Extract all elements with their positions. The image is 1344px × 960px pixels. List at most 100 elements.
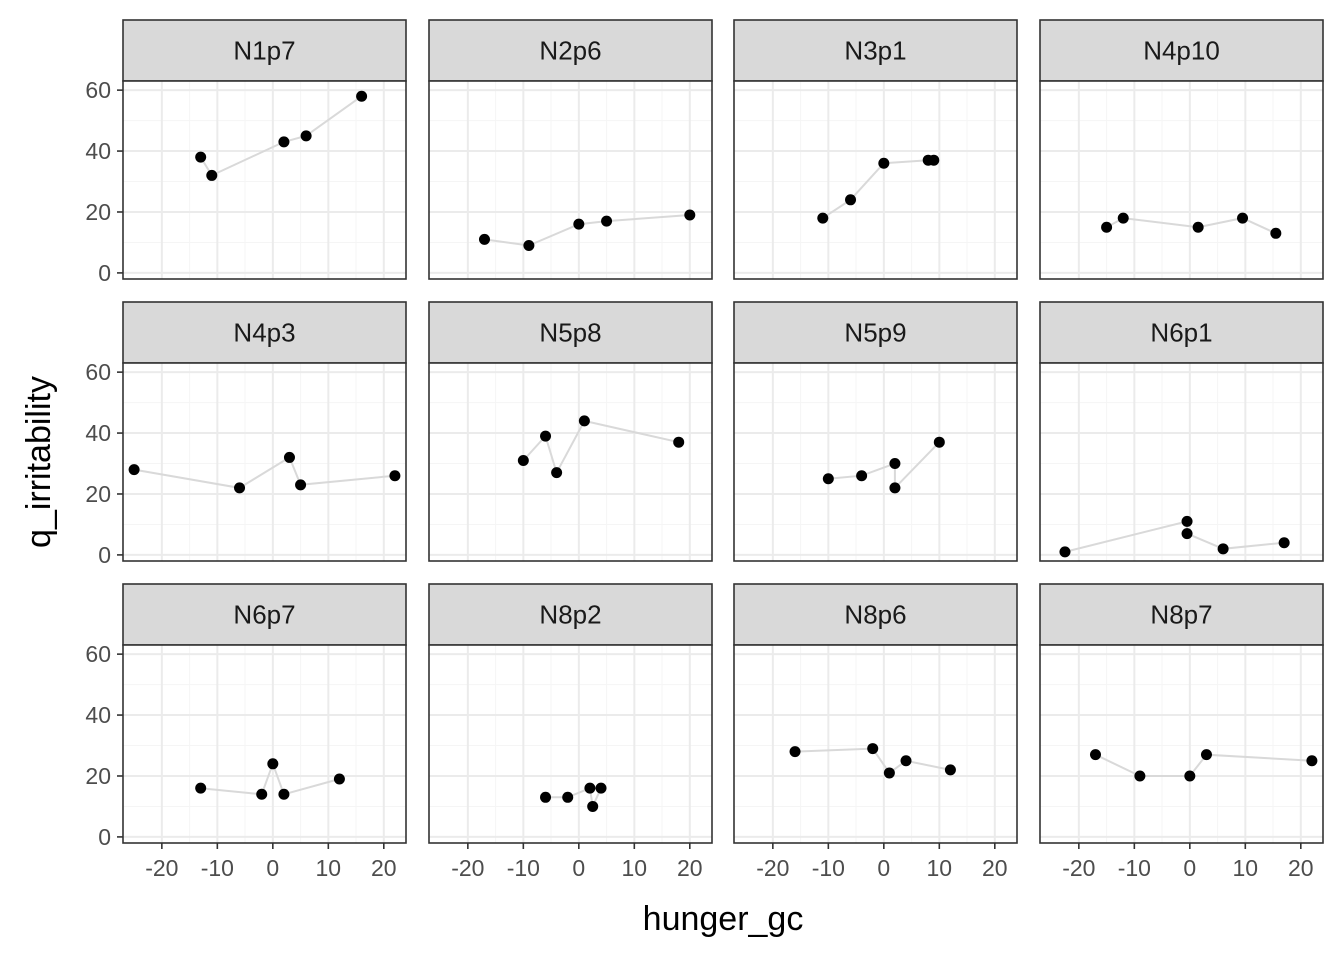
y-tick-label: 0 [98, 824, 111, 850]
data-point [673, 436, 685, 448]
panel-border [733, 80, 1018, 280]
data-point [1101, 221, 1113, 233]
facet-strip-label: N8p2 [539, 600, 601, 630]
x-tick-label: 0 [266, 855, 279, 881]
y-tick-label: 60 [85, 77, 111, 103]
data-point [889, 482, 901, 494]
data-point [478, 233, 490, 245]
x-tick-label: 20 [982, 855, 1008, 881]
data-point [1117, 212, 1129, 224]
y-tick-label: 0 [98, 542, 111, 568]
panel-border [428, 362, 713, 562]
facet-strip [122, 19, 407, 82]
x-tick-label: 20 [371, 855, 397, 881]
panel-background [429, 81, 712, 279]
facet-strip-label: N4p3 [233, 318, 295, 348]
data-point [278, 788, 290, 800]
panel-border [122, 362, 407, 562]
facet-strip [122, 583, 407, 646]
data-point [389, 470, 401, 482]
data-point [195, 782, 207, 794]
x-tick-label: -10 [1118, 855, 1151, 881]
panel-border [1039, 644, 1324, 844]
panel-border [428, 80, 713, 280]
x-tick-label: -10 [812, 855, 845, 881]
y-tick-label: 60 [85, 641, 111, 667]
data-point [578, 415, 590, 427]
data-point [1270, 227, 1282, 239]
data-point [584, 782, 596, 794]
data-point [817, 212, 829, 224]
facet-panel: N4p3 [122, 301, 407, 562]
facet-strip-label: N5p9 [844, 318, 906, 348]
facet-panel: N6p7 [122, 583, 407, 844]
x-tick-label: -10 [201, 855, 234, 881]
data-point [1181, 528, 1193, 540]
x-tick-label: 0 [572, 855, 585, 881]
y-tick-label: 20 [85, 199, 111, 225]
panel-background [1040, 363, 1323, 561]
data-point [684, 209, 696, 221]
x-tick-label: 20 [1288, 855, 1314, 881]
y-tick-label: 20 [85, 763, 111, 789]
data-point [234, 482, 246, 494]
data-point [128, 464, 140, 476]
x-tick-label: -20 [145, 855, 178, 881]
x-tick-label: 10 [622, 855, 648, 881]
data-point [523, 239, 535, 251]
data-point [601, 215, 613, 227]
facet-strip [1039, 19, 1324, 82]
data-point [295, 479, 307, 491]
panel-border [733, 362, 1018, 562]
x-tick-label: 20 [677, 855, 703, 881]
facet-strip-label: N5p8 [539, 318, 601, 348]
facet-strip-label: N1p7 [233, 36, 295, 66]
panel-background [123, 363, 406, 561]
facet-strip-label: N2p6 [539, 36, 601, 66]
x-tick-label: 10 [927, 855, 953, 881]
data-point [1306, 755, 1318, 767]
data-point [822, 473, 834, 485]
y-axis: 0 20 40 60 0 20 40 60 0 20 40 60 [85, 77, 123, 850]
data-point [1089, 749, 1101, 761]
panel-background [1040, 81, 1323, 279]
data-point [1278, 537, 1290, 549]
data-point [551, 467, 563, 479]
facet-strip-label: N8p6 [844, 600, 906, 630]
data-point [856, 470, 868, 482]
data-point [878, 157, 890, 169]
data-point [1200, 749, 1212, 761]
data-point [540, 430, 552, 442]
data-point [540, 791, 552, 803]
data-point [1181, 515, 1193, 527]
x-axis: -20 -10 0 10 20 -20 -10 0 10 20 -20 -10 0 10 20 -20 -10 0… [145, 843, 1314, 881]
facet-strip-label: N8p7 [1150, 600, 1212, 630]
data-point [1217, 543, 1229, 555]
facet-panel: N2p6 [428, 19, 713, 280]
facet-strip [122, 301, 407, 364]
panel-background [123, 81, 406, 279]
x-tick-label: -20 [1062, 855, 1095, 881]
data-point [1237, 212, 1249, 224]
data-point [573, 218, 585, 230]
data-point [1059, 546, 1071, 558]
panel-border [1039, 362, 1324, 562]
facet-strip [428, 19, 713, 82]
data-point [195, 151, 207, 163]
data-point [883, 767, 895, 779]
facet-panel: N8p6 [733, 583, 1018, 844]
data-point [283, 451, 295, 463]
facet-strip-label: N3p1 [844, 36, 906, 66]
y-tick-label: 40 [85, 702, 111, 728]
y-axis-title: q_irritability [20, 376, 58, 548]
y-tick-label: 0 [98, 260, 111, 286]
x-axis-title: hunger_gc [643, 900, 804, 938]
facet-strip-label: N6p7 [233, 600, 295, 630]
facet-panel: N8p2 [428, 583, 713, 844]
x-tick-label: -10 [507, 855, 540, 881]
facet-panel: N6p1 [1039, 301, 1324, 562]
data-point [206, 169, 218, 181]
data-point [928, 154, 940, 166]
panel-background [734, 81, 1017, 279]
